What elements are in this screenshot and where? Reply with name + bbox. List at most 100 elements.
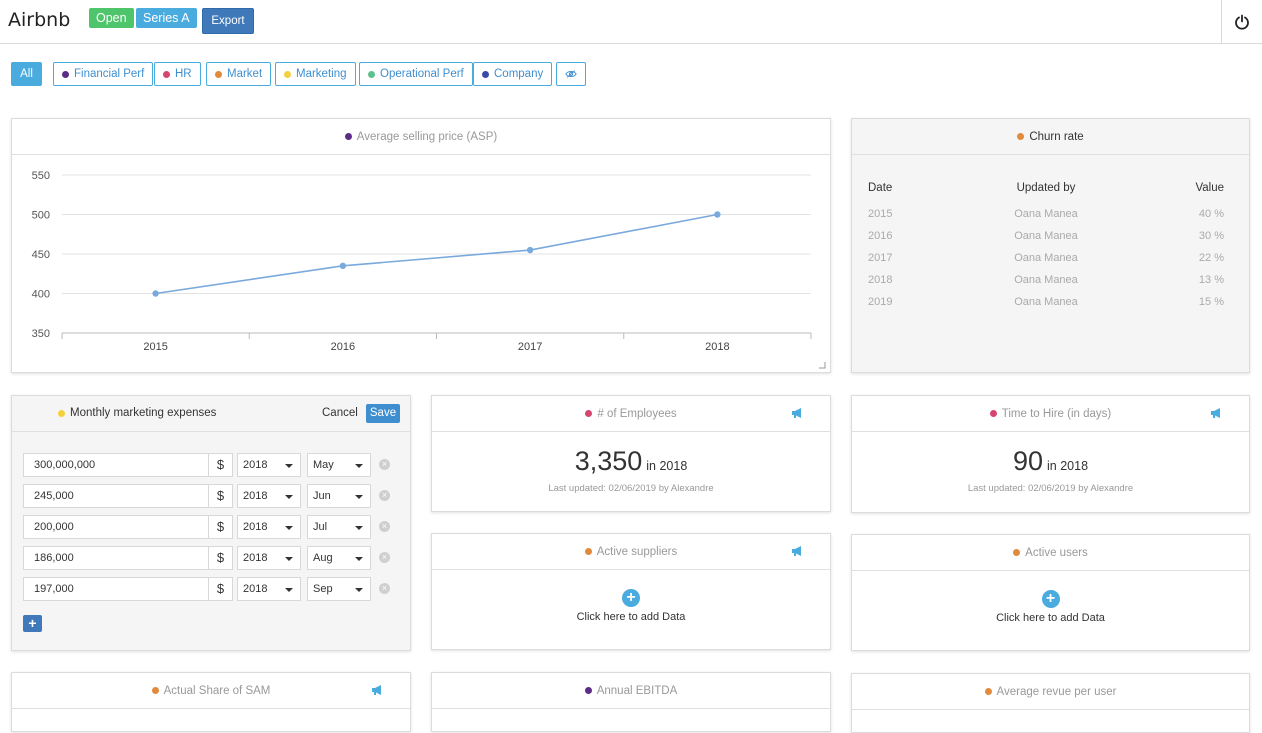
filter-hr[interactable]: HR: [154, 62, 201, 86]
metric-suffix: in 2018: [1047, 459, 1089, 473]
currency-addon: $: [209, 484, 233, 508]
close-circle-icon[interactable]: ×: [379, 552, 390, 563]
megaphone-icon[interactable]: [371, 684, 384, 696]
close-circle-icon[interactable]: ×: [379, 521, 390, 532]
arpu-header: Average revue per user: [852, 674, 1249, 710]
plus-icon: +: [28, 615, 37, 631]
currency-addon: $: [209, 546, 233, 570]
table-row: 2015 Oana Manea 40 %: [868, 203, 1224, 225]
caret-down-icon: [355, 464, 363, 468]
add-data-button[interactable]: + Click here to add Data: [852, 590, 1249, 624]
last-updated-text: Last updated: 02/06/2019 by Alexandre: [967, 483, 1134, 494]
month-select[interactable]: Jul: [307, 515, 371, 539]
table-header-row: Date Updated by Value: [868, 175, 1224, 201]
filter-marketing[interactable]: Marketing: [275, 62, 356, 86]
amount-input[interactable]: [23, 577, 209, 601]
x-tick-label: 2015: [143, 341, 167, 353]
category-dot: [368, 70, 375, 78]
x-tick-label: 2017: [518, 341, 542, 353]
amount-input[interactable]: [23, 453, 209, 477]
time-to-hire-metric: 90 in 2018: [852, 446, 1249, 477]
data-point: [714, 211, 721, 218]
year-select[interactable]: 2018: [237, 577, 301, 601]
table-row: 2016 Oana Manea 30 %: [868, 225, 1224, 247]
churn-panel: Churn rate Date Updated by Value 2015 Oa…: [851, 118, 1250, 373]
year-select[interactable]: 2018: [237, 515, 301, 539]
cell-updated-by: Oana Manea: [1014, 296, 1078, 308]
x-tick-label: 2016: [331, 341, 355, 353]
year-select[interactable]: 2018: [237, 484, 301, 508]
asp-title: Average selling price (ASP): [356, 130, 498, 143]
year-value: 2018: [243, 583, 268, 595]
employees-panel: # of Employees 3,350 in 2018 Last updated…: [431, 395, 831, 512]
year-select[interactable]: 2018: [237, 453, 301, 477]
filter-operational-perf[interactable]: Operational Perf: [359, 62, 473, 86]
amount-input[interactable]: [23, 546, 209, 570]
y-tick-label: 400: [32, 289, 50, 301]
asp-header: Average selling price (ASP): [12, 119, 830, 155]
filter-all[interactable]: All: [11, 62, 42, 86]
share-sam-title: Actual Share of SAM: [163, 684, 271, 697]
ebitda-panel: Annual EBITDA: [431, 672, 831, 732]
megaphone-icon[interactable]: [1210, 407, 1223, 419]
active-users-header: Active users: [852, 535, 1249, 571]
close-circle-icon[interactable]: ×: [379, 459, 390, 470]
category-dot: [151, 687, 159, 694]
resize-corner-icon[interactable]: [819, 362, 826, 369]
cell-date: 2016: [868, 230, 893, 242]
add-data-button[interactable]: + Click here to add Data: [432, 589, 830, 623]
month-select[interactable]: May: [307, 453, 371, 477]
category-dot: [1013, 549, 1021, 556]
year-select[interactable]: 2018: [237, 546, 301, 570]
share-sam-panel: Actual Share of SAM: [11, 672, 411, 732]
caret-down-icon: [285, 495, 293, 499]
filter-market[interactable]: Market: [206, 62, 272, 86]
export-button[interactable]: Export: [202, 8, 254, 34]
save-button[interactable]: Save: [366, 404, 400, 423]
caret-down-icon: [285, 557, 293, 561]
currency-addon: $: [209, 453, 233, 477]
table-row: 2019 Oana Manea 15 %: [868, 291, 1224, 313]
cell-date: 2017: [868, 252, 893, 264]
filter-label: Marketing: [296, 68, 347, 80]
column-header-date: Date: [868, 182, 893, 194]
cell-value: 40 %: [1198, 208, 1224, 220]
last-updated-text: Last updated: 02/06/2019 by Alexandre: [548, 483, 714, 494]
logout-button[interactable]: [1221, 0, 1262, 44]
month-select[interactable]: Aug: [307, 546, 371, 570]
employees-title: # of Employees: [597, 407, 677, 420]
caret-down-icon: [285, 464, 293, 468]
month-select[interactable]: Sep: [307, 577, 371, 601]
megaphone-icon[interactable]: [791, 407, 804, 419]
month-value: Aug: [313, 552, 333, 564]
employees-metric: 3,350 in 2018: [432, 446, 830, 477]
year-value: 2018: [243, 552, 268, 564]
active-users-title: Active users: [1025, 546, 1088, 559]
ebitda-header: Annual EBITDA: [432, 673, 830, 709]
y-tick-label: 550: [32, 170, 50, 182]
close-circle-icon[interactable]: ×: [379, 490, 390, 501]
category-dot: [585, 410, 593, 417]
caret-down-icon: [355, 588, 363, 592]
active-suppliers-panel: Active suppliers + Click here to add Dat…: [431, 533, 831, 650]
column-header-value: Value: [1195, 182, 1224, 194]
time-to-hire-title: Time to Hire (in days): [1001, 407, 1112, 420]
year-value: 2018: [243, 521, 268, 533]
amount-input[interactable]: [23, 484, 209, 508]
month-select[interactable]: Jun: [307, 484, 371, 508]
filter-company[interactable]: Company: [473, 62, 553, 86]
filter-financial-perf[interactable]: Financial Perf: [53, 62, 154, 86]
megaphone-icon[interactable]: [791, 545, 804, 557]
toggle-hidden-button[interactable]: [556, 62, 586, 86]
marketing-expenses-panel: Monthly marketing expenses Cancel Save $…: [11, 395, 411, 651]
cancel-button[interactable]: Cancel: [322, 407, 358, 419]
cell-updated-by: Oana Manea: [1014, 274, 1078, 286]
add-row-button[interactable]: +: [23, 615, 42, 632]
amount-input[interactable]: [23, 515, 209, 539]
close-circle-icon[interactable]: ×: [379, 583, 390, 594]
year-value: 2018: [243, 490, 268, 502]
filter-label: Operational Perf: [380, 68, 464, 80]
category-dot: [989, 410, 997, 417]
top-bar: Airbnb Open Series A Export: [0, 0, 1262, 44]
x-tick-label: 2018: [705, 341, 729, 353]
